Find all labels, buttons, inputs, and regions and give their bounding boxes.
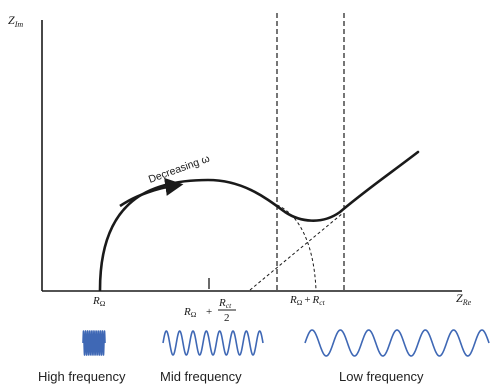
x-axis-label-main: Z — [456, 291, 463, 305]
tick-r-omega-sub: Ω — [100, 299, 106, 308]
y-axis-label-main: Z — [8, 13, 15, 27]
midpoint-lhs-main: R — [183, 306, 191, 318]
sum-plus: + — [304, 294, 310, 306]
low-frequency-wave — [304, 329, 490, 357]
x-axis-label-sub: Re — [462, 298, 472, 307]
impedance-curve — [98, 150, 420, 292]
midpoint-lhs: RΩ — [183, 306, 197, 319]
sum-a-sub: Ω — [297, 298, 303, 307]
sum-b-sub: ct — [319, 298, 325, 307]
x-axis-label: ZRe — [456, 291, 472, 307]
midpoint-numerator-main: R — [218, 297, 226, 309]
high-frequency-wave — [82, 330, 106, 356]
mid-frequency-label: Mid frequency — [160, 369, 242, 384]
tick-label-sum: RΩ + Rct — [289, 294, 326, 307]
midpoint-numerator: Rct — [218, 297, 232, 310]
midpoint-numerator-sub: ct — [226, 301, 232, 310]
y-axis-label: ZIm — [8, 13, 23, 29]
sum-a-main: R — [289, 294, 297, 306]
y-axis-label-sub: Im — [14, 20, 24, 29]
semicircle-dashed-continuation — [276, 204, 317, 291]
midpoint-plus: + — [206, 306, 212, 318]
decreasing-omega-arrow — [119, 177, 184, 208]
tick-label-r-omega: RΩ — [92, 295, 106, 308]
high-frequency-label: High frequency — [38, 369, 126, 384]
tick-label-midpoint: RΩ + Rct 2 — [183, 297, 236, 324]
tick-r-omega-main: R — [92, 295, 100, 307]
warburg-extrapolation-line — [249, 212, 344, 291]
low-frequency-label: Low frequency — [339, 369, 424, 384]
sum-b-main: R — [312, 294, 320, 306]
mid-frequency-wave — [162, 330, 264, 356]
midpoint-denominator: 2 — [224, 312, 230, 324]
midpoint-lhs-sub: Ω — [191, 310, 197, 319]
